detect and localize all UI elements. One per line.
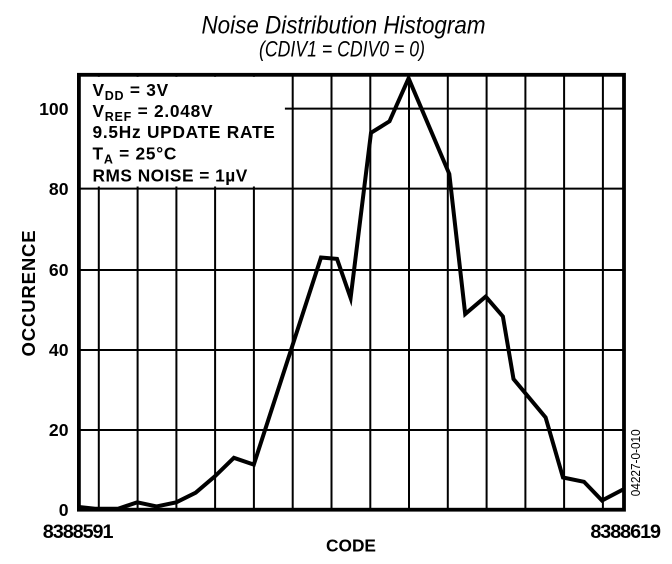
svg-text:40: 40 [49, 340, 69, 360]
svg-text:04227-0-010: 04227-0-010 [628, 429, 643, 496]
svg-text:60: 60 [49, 260, 69, 280]
svg-text:OCCURENCE: OCCURENCE [18, 230, 39, 357]
svg-text:TA = 25°C: TA = 25°C [93, 143, 178, 166]
svg-text:(CDIV1 = CDIV0 = 0): (CDIV1 = CDIV0 = 0) [259, 36, 425, 61]
svg-text:0: 0 [59, 500, 69, 520]
svg-text:20: 20 [49, 420, 69, 440]
svg-text:9.5Hz UPDATE RATE: 9.5Hz UPDATE RATE [93, 122, 276, 142]
svg-text:VDD = 3V: VDD = 3V [93, 80, 169, 103]
svg-text:8388619: 8388619 [590, 521, 661, 543]
svg-text:80: 80 [49, 179, 69, 199]
svg-text:RMS NOISE = 1µV: RMS NOISE = 1µV [93, 165, 248, 185]
svg-text:CODE: CODE [326, 535, 376, 555]
svg-text:100: 100 [39, 99, 69, 119]
svg-text:8388591: 8388591 [43, 521, 114, 543]
svg-text:Noise Distribution Histogram: Noise Distribution Histogram [202, 11, 486, 39]
